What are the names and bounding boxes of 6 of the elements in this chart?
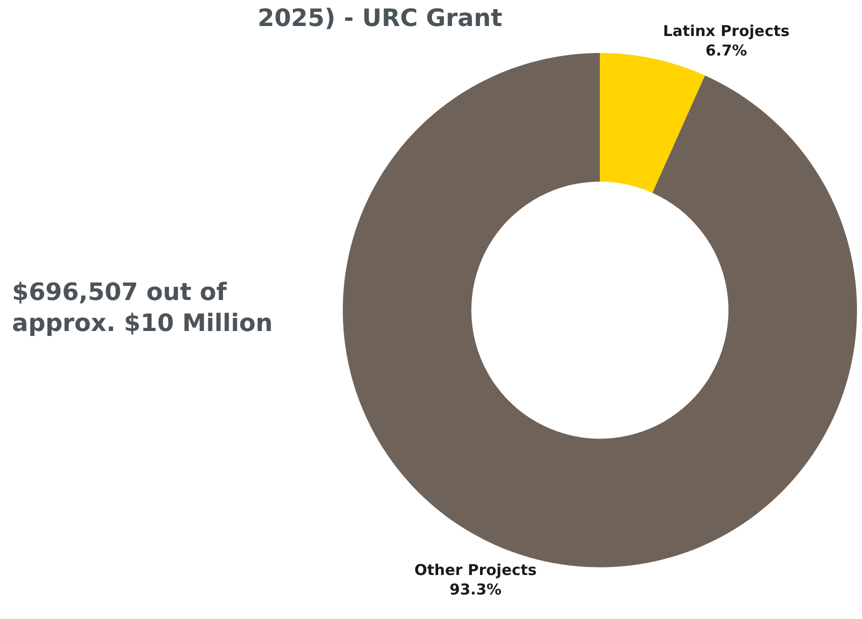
slice-label: Other Projects: [414, 560, 537, 579]
text: $696,507 out of approx. $10 Million: [12, 278, 273, 338]
data-label: 6.7%: [705, 42, 748, 60]
data-label: 93.3%: [450, 580, 502, 598]
slice-label: Latinx Projects: [662, 22, 790, 40]
chart-title: 2025) - URC Grant: [258, 4, 502, 32]
